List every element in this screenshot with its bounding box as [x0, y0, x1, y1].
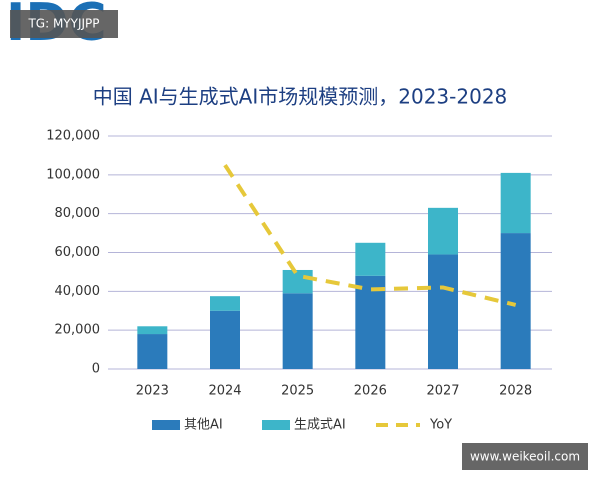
bar — [210, 310, 240, 369]
watermark: TG: MYYJJPP — [27, 17, 99, 31]
bar — [282, 269, 313, 294]
yoy-line — [223, 164, 517, 307]
y-tick-label: 20,000 — [55, 323, 101, 338]
legend-label: 生成式AI — [294, 418, 346, 433]
bar — [282, 293, 313, 369]
x-tick-label: 2026 — [354, 384, 387, 399]
legend-label: YoY — [429, 418, 452, 433]
legend-label: 其他AI — [184, 418, 223, 433]
y-tick-label: 0 — [92, 362, 100, 377]
bar — [137, 326, 168, 335]
y-tick-label: 120,000 — [46, 129, 100, 144]
bar — [500, 172, 531, 234]
x-tick-label: 2023 — [136, 384, 169, 399]
legend-swatch — [152, 420, 180, 430]
legend-swatch — [262, 420, 290, 430]
x-tick-label: 2028 — [499, 384, 532, 399]
watermark: www.weikeoil.com — [470, 450, 580, 464]
y-tick-label: 60,000 — [55, 245, 101, 260]
y-tick-label: 40,000 — [55, 284, 101, 299]
x-tick-label: 2025 — [281, 384, 314, 399]
x-tick-label: 2024 — [208, 384, 241, 399]
x-tick-label: 2027 — [426, 384, 459, 399]
chart-title: 中国 AI与生成式AI市场规模预测，2023-2028 — [93, 85, 508, 109]
y-tick-label: 100,000 — [46, 167, 100, 182]
bar — [355, 242, 386, 276]
bar — [500, 233, 531, 369]
bar — [355, 275, 386, 369]
bar — [137, 334, 168, 369]
bar — [210, 296, 240, 311]
watermark-box — [10, 10, 118, 38]
watermark-box — [462, 443, 588, 470]
y-tick-label: 80,000 — [55, 206, 101, 221]
bar — [428, 254, 458, 369]
bar — [428, 207, 458, 255]
